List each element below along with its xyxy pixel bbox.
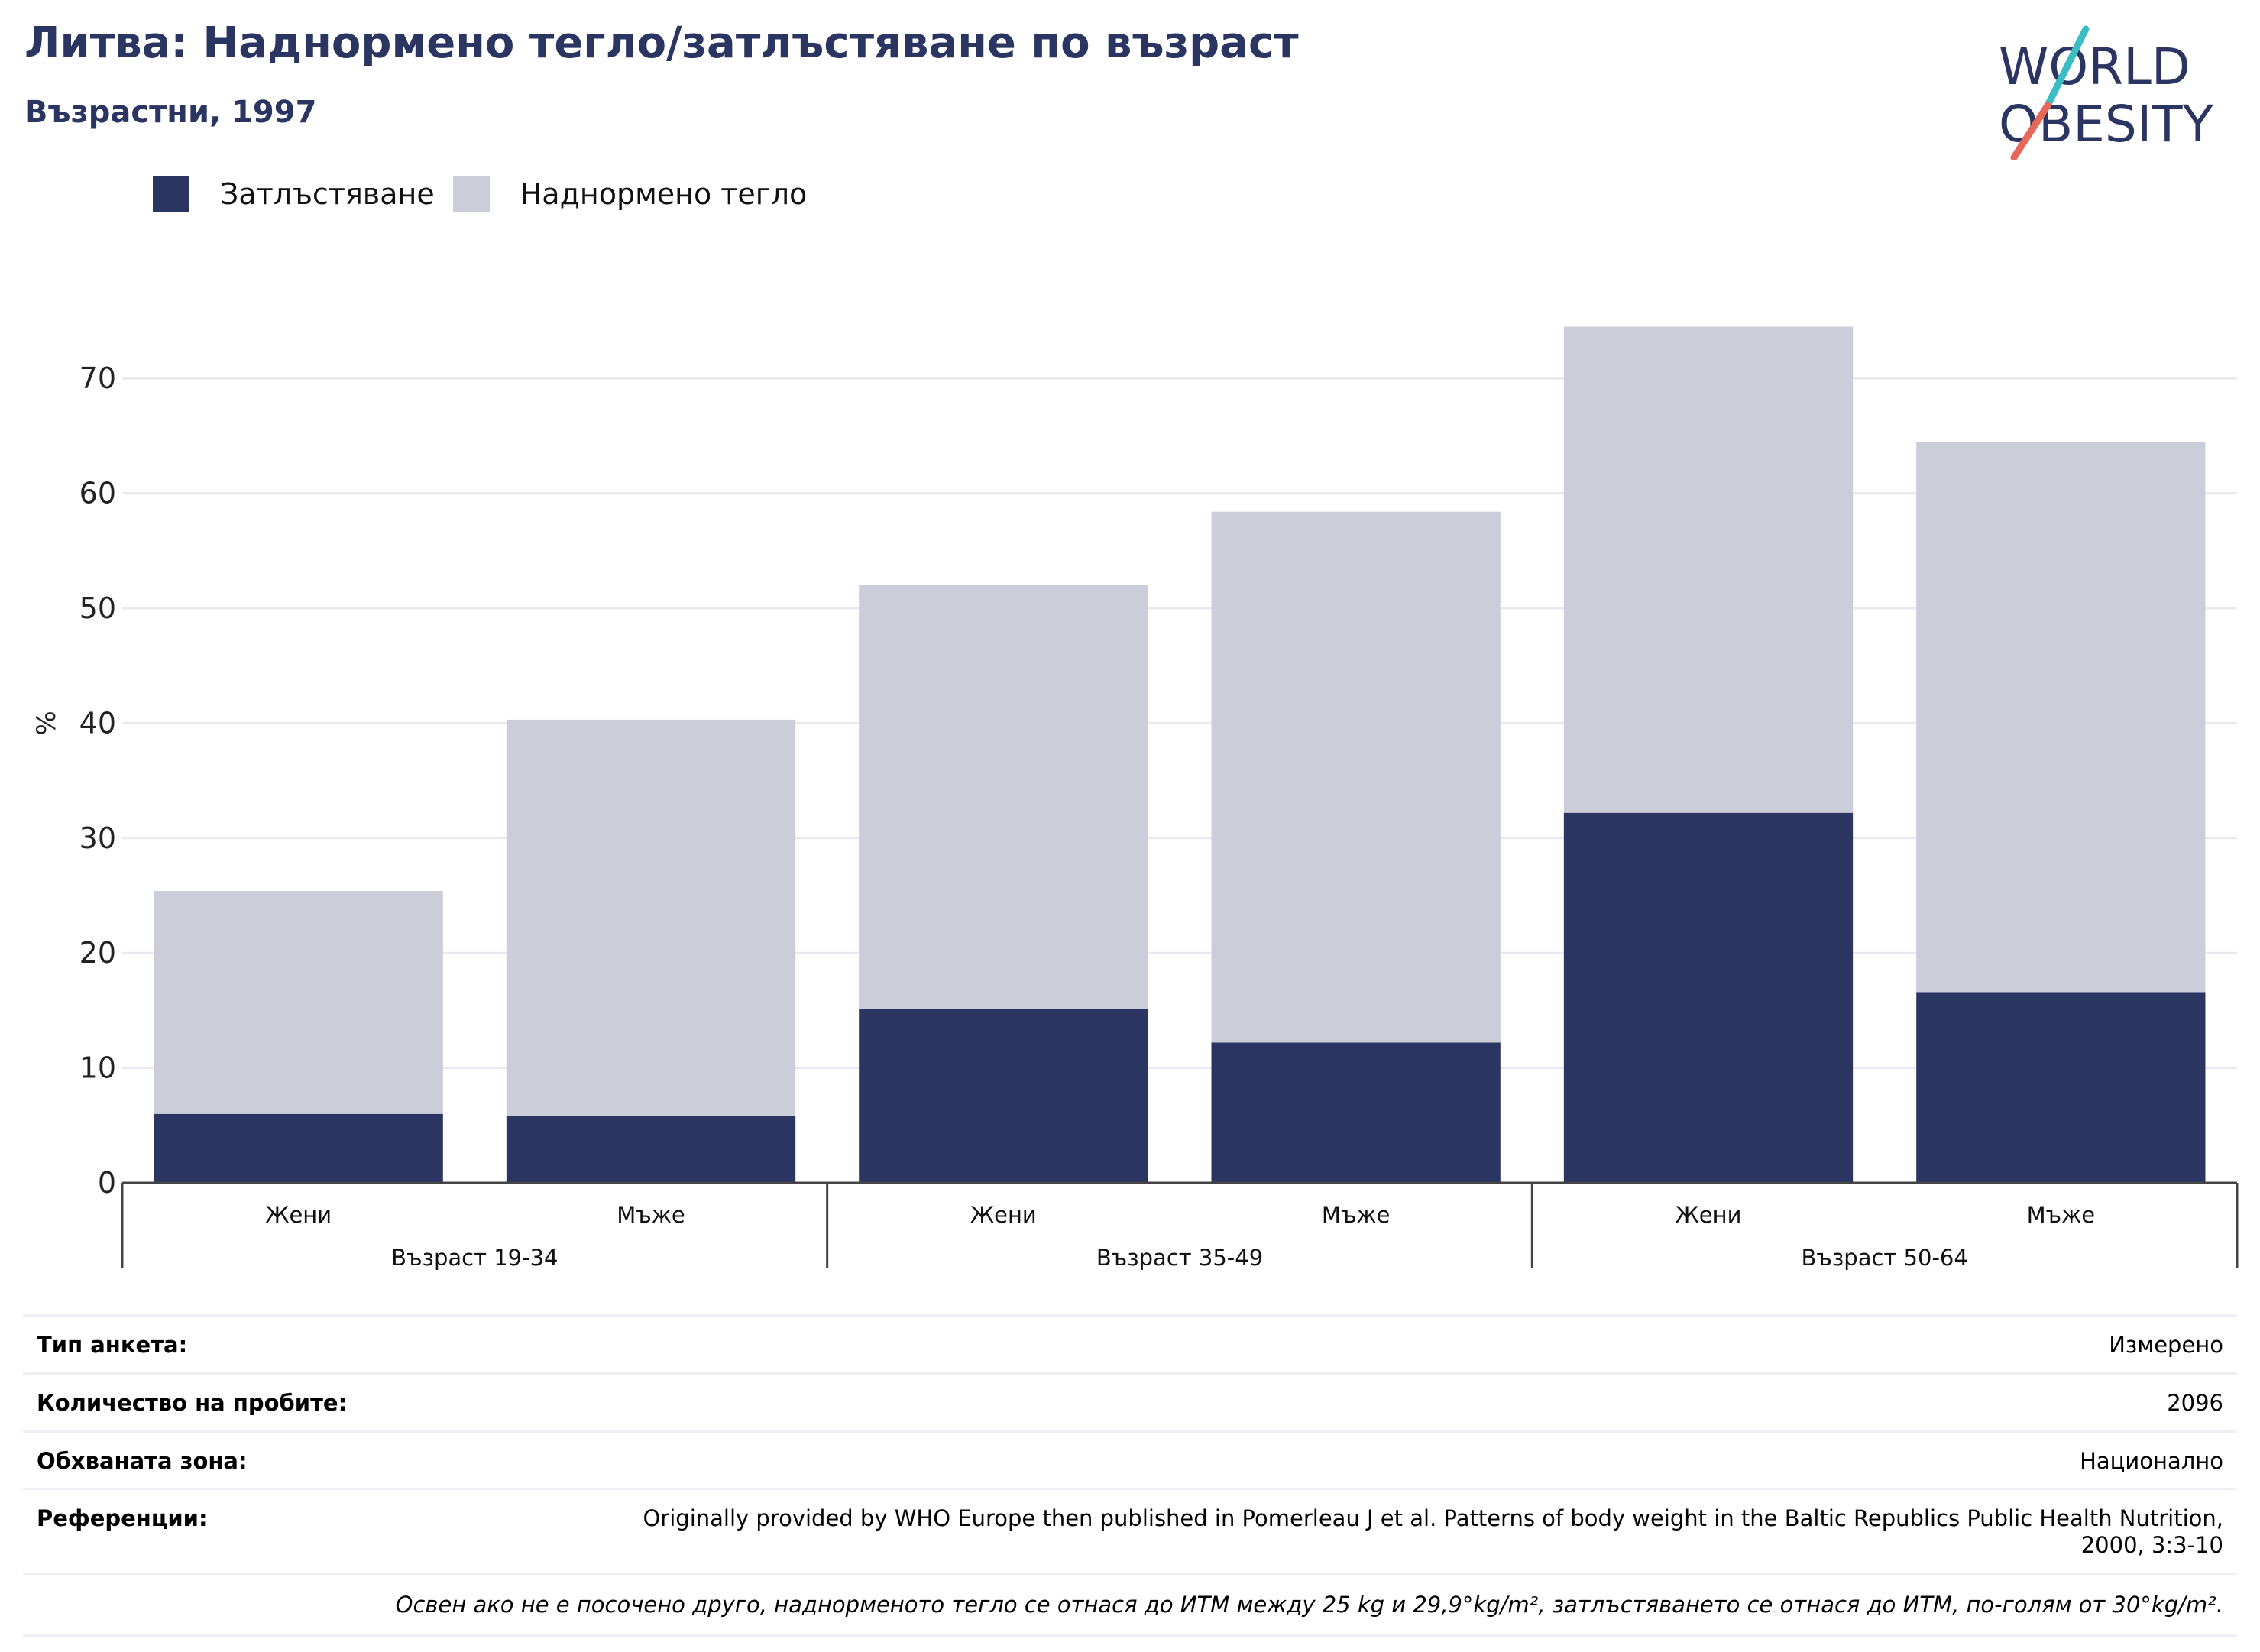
- info-value: Измерено: [2109, 1332, 2223, 1358]
- y-tick-label: 20: [79, 936, 116, 970]
- info-label: Тип анкета:: [37, 1332, 188, 1358]
- bar-overweight: [1916, 441, 2206, 993]
- bar-obesity: [1211, 1042, 1501, 1183]
- bar-obesity: [1916, 992, 2206, 1183]
- x-category-label: Жени: [1676, 1202, 1742, 1228]
- svg-text:WORLD: WORLD: [1999, 37, 2190, 96]
- x-category-label: Жени: [970, 1202, 1037, 1228]
- legend-swatch-obesity: [153, 176, 189, 212]
- x-category-label: Мъже: [617, 1202, 685, 1228]
- bar-obesity: [859, 1009, 1148, 1183]
- bar-overweight: [1563, 326, 1854, 813]
- bar-overweight: [1211, 511, 1501, 1043]
- page-subtitle: Възрастни, 1997: [24, 95, 317, 130]
- x-group-label: Възраст 50-64: [1802, 1245, 1968, 1271]
- info-value: 2096: [2167, 1389, 2223, 1416]
- definition-note: Освен ако не е посочено друго, наднормен…: [23, 1572, 2237, 1637]
- y-tick-label: 0: [98, 1166, 116, 1200]
- bar-obesity: [1563, 812, 1854, 1183]
- legend-label-overweight: Наднормено тегло: [520, 177, 808, 211]
- info-row-area-covered: Обхваната зона: Национално: [23, 1430, 2237, 1488]
- y-tick-label: 40: [79, 706, 116, 740]
- info-label: Обхваната зона:: [37, 1447, 248, 1474]
- bar-obesity: [154, 1113, 443, 1183]
- info-row-survey-type: Тип анкета: Измерено: [23, 1314, 2237, 1372]
- legend-item-obesity[interactable]: Затлъстяване: [153, 176, 435, 212]
- page-title: Литва: Наднормено тегло/затлъстяване по …: [24, 18, 1299, 68]
- info-label: Количество на пробите:: [37, 1389, 348, 1416]
- legend-swatch-overweight: [452, 176, 490, 212]
- x-category-label: Жени: [265, 1202, 332, 1228]
- info-value: Originally provided by WHO Europe then p…: [643, 1505, 2223, 1559]
- y-axis-label: %: [31, 711, 62, 735]
- x-group-label: Възраст 35-49: [1096, 1245, 1263, 1271]
- info-label: Референции:: [37, 1505, 208, 1532]
- y-tick-label: 60: [79, 477, 116, 510]
- bar-obesity: [506, 1116, 796, 1183]
- info-row-sample-size: Количество на пробите: 2096: [23, 1372, 2237, 1430]
- y-tick-label: 10: [79, 1051, 116, 1085]
- x-group-label: Възраст 19-34: [391, 1245, 558, 1271]
- info-value: Национално: [2080, 1447, 2223, 1474]
- legend-label-obesity: Затлъстяване: [220, 177, 435, 211]
- bar-overweight: [154, 890, 443, 1114]
- x-category-label: Мъже: [2027, 1202, 2095, 1228]
- y-tick-label: 30: [79, 821, 116, 855]
- stacked-bar-chart: 0 10 20 30 40 50 60 70% Жени Мъже Жени Мъже Жени Мъже…: [31, 326, 2239, 1271]
- bar-overweight: [506, 719, 796, 1116]
- legend: Затлъстяване Наднормено тегло: [153, 176, 825, 212]
- y-tick-label: 50: [79, 591, 116, 625]
- x-category-label: Мъже: [1322, 1202, 1390, 1228]
- y-tick-label: 70: [79, 361, 116, 395]
- svg-text:OBESITY: OBESITY: [1999, 95, 2214, 154]
- world-obesity-logo: WORLD OBESITY: [1999, 25, 2214, 160]
- info-row-references: Референции: Originally provided by WHO E…: [23, 1488, 2237, 1573]
- legend-item-overweight[interactable]: Наднормено тегло: [452, 176, 808, 212]
- bar-overweight: [859, 585, 1148, 1009]
- info-table: Тип анкета: Измерено Количество на проби…: [23, 1314, 2237, 1637]
